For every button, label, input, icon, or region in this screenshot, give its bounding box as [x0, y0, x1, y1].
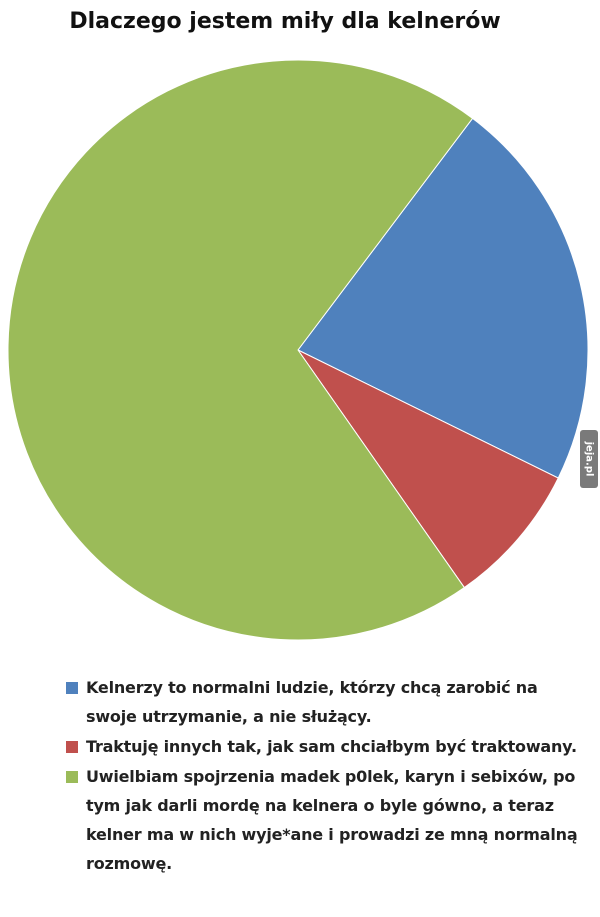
- legend-swatch: [66, 741, 78, 753]
- chart-title: Dlaczego jestem miły dla kelnerów: [69, 9, 500, 34]
- legend-item: Uwielbiam spojrzenia madek p0lek, karyn …: [66, 762, 586, 878]
- legend: Kelnerzy to normalni ludzie, którzy chcą…: [66, 673, 586, 879]
- pie-slice: [297, 117, 589, 479]
- legend-swatch: [66, 771, 78, 783]
- chart: Dlaczego jestem miły dla kelnerów: [7, 9, 589, 641]
- pie: [7, 59, 589, 641]
- pie-slice: [7, 59, 474, 641]
- legend-label: Kelnerzy to normalni ludzie, którzy chcą…: [86, 678, 538, 726]
- legend-item: Traktuję innych tak, jak sam chciałbym b…: [66, 732, 586, 761]
- watermark-text: jeja.pl: [583, 441, 595, 477]
- legend-swatch: [66, 682, 78, 694]
- watermark: jeja.pl: [580, 430, 598, 488]
- legend-label: Traktuję innych tak, jak sam chciałbym b…: [86, 737, 577, 756]
- pie-slice: [297, 349, 559, 589]
- legend-label: Uwielbiam spojrzenia madek p0lek, karyn …: [86, 767, 578, 873]
- legend-item: Kelnerzy to normalni ludzie, którzy chcą…: [66, 673, 586, 731]
